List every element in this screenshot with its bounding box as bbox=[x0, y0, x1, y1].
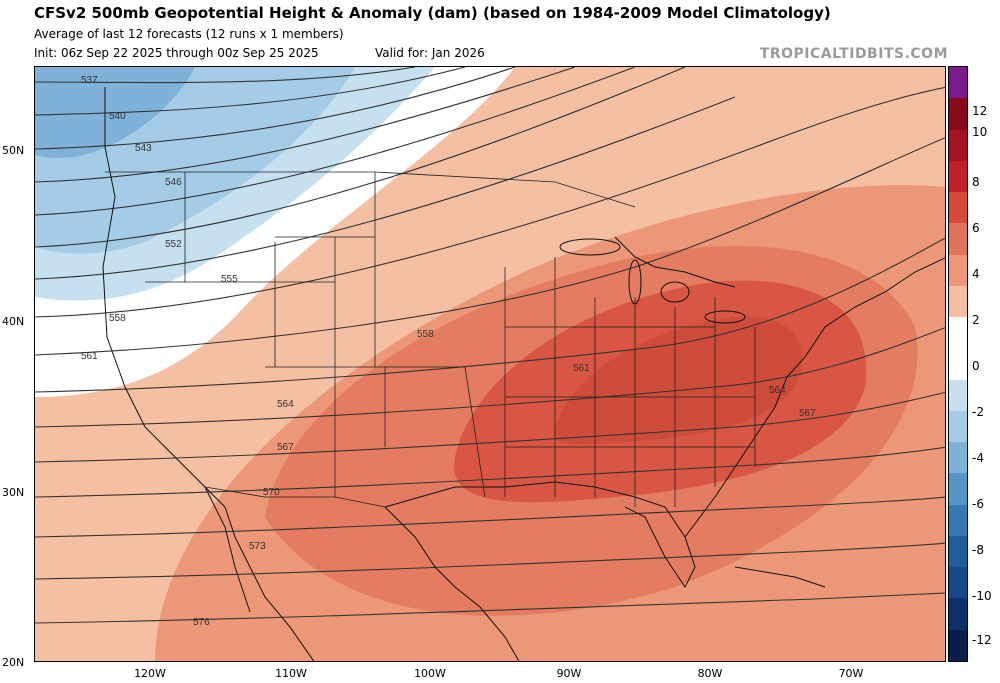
colorbar-segment bbox=[949, 598, 967, 630]
colorbar-label-neg10: -10 bbox=[972, 589, 992, 603]
contour-label-540: 540 bbox=[109, 111, 126, 122]
colorbar-segment bbox=[949, 473, 967, 505]
us-canada-border bbox=[105, 171, 636, 208]
interior-state-lines bbox=[145, 172, 756, 507]
us-mexico-border bbox=[204, 486, 386, 508]
colorbar-label-10: 10 bbox=[972, 125, 988, 139]
colorbar-segment bbox=[949, 254, 967, 286]
colorbar-segment bbox=[949, 98, 967, 130]
colorbar-segment bbox=[949, 410, 967, 442]
colorbar-segment bbox=[949, 535, 967, 567]
contour-label-567: 567 bbox=[277, 442, 294, 453]
colorbar-label-2: 2 bbox=[972, 313, 980, 327]
colorbar-label-4: 4 bbox=[972, 267, 980, 281]
baja-california bbox=[204, 486, 251, 613]
colorbar-segment bbox=[949, 442, 967, 474]
brand-watermark: TROPICALTIDBITS.COM bbox=[759, 46, 948, 62]
cuba bbox=[734, 566, 826, 588]
mexico-gulf-coast bbox=[384, 506, 520, 661]
lon-label-120w: 120W bbox=[134, 667, 166, 680]
contour-label-573: 573 bbox=[249, 541, 266, 552]
map-canvas: 537 540 543 546 552 555 558 561 564 567 … bbox=[35, 67, 945, 661]
colorbar-label-neg2: -2 bbox=[972, 405, 984, 419]
lon-label-70w: 70W bbox=[838, 667, 864, 680]
map-subtitle: Average of last 12 forecasts (12 runs x … bbox=[34, 27, 344, 41]
colorbar-segment bbox=[949, 192, 967, 224]
lake-superior bbox=[559, 238, 621, 256]
contour-561 bbox=[35, 137, 945, 356]
contour-label-552: 552 bbox=[165, 239, 182, 250]
contour-label-570: 570 bbox=[263, 487, 280, 498]
contour-label-558: 558 bbox=[109, 313, 126, 324]
state-borders bbox=[105, 171, 756, 508]
contour-label-564-east: 564 bbox=[769, 385, 786, 396]
colorbar bbox=[948, 66, 968, 662]
colorbar-segment bbox=[949, 504, 967, 536]
lake-huron bbox=[660, 281, 690, 303]
contour-label-564: 564 bbox=[277, 399, 294, 410]
contour-570 bbox=[35, 446, 945, 498]
colorbar-label-6: 6 bbox=[972, 221, 980, 235]
colorbar-segment bbox=[949, 160, 967, 192]
colorbar-segment bbox=[949, 67, 967, 99]
contour-label-543: 543 bbox=[135, 143, 152, 154]
contour-546 bbox=[35, 67, 576, 183]
lat-label-40n: 40N bbox=[2, 315, 25, 328]
contour-552 bbox=[35, 67, 686, 248]
colorbar-segment bbox=[949, 317, 967, 349]
contour-564 bbox=[35, 237, 945, 393]
lon-label-100w: 100W bbox=[414, 667, 446, 680]
colorbar-label-neg4: -4 bbox=[972, 451, 984, 465]
init-time: Init: 06z Sep 22 2025 through 00z Sep 25… bbox=[34, 46, 319, 60]
map-panel: 537 540 543 546 552 555 558 561 564 567 … bbox=[34, 66, 946, 662]
great-lakes-shore bbox=[614, 236, 736, 288]
lat-label-30n: 30N bbox=[2, 486, 25, 499]
colorbar-segment bbox=[949, 629, 967, 661]
colorbar-label-0: 0 bbox=[972, 359, 980, 373]
header: CFSv2 500mb Geopotential Height & Anomal… bbox=[0, 0, 1000, 66]
contour-label-561: 561 bbox=[81, 351, 98, 362]
contour-label-567-east: 567 bbox=[799, 408, 816, 419]
contour-label-561-east: 561 bbox=[573, 363, 590, 374]
lon-label-110w: 110W bbox=[275, 667, 307, 680]
contour-label-555: 555 bbox=[221, 274, 238, 285]
colorbar-label-neg8: -8 bbox=[972, 543, 984, 557]
colorbar-segment bbox=[949, 379, 967, 411]
lat-label-50n: 50N bbox=[2, 144, 25, 157]
contour-570a bbox=[35, 391, 945, 463]
contour-labels: 537 540 543 546 552 555 558 561 564 567 … bbox=[81, 75, 816, 628]
anomaly-field-max bbox=[553, 316, 803, 444]
colorbar-segment bbox=[949, 129, 967, 161]
contour-537 bbox=[35, 67, 416, 84]
colorbar-label-8: 8 bbox=[972, 175, 980, 189]
east-coast bbox=[684, 257, 945, 538]
contour-label-537: 537 bbox=[81, 75, 98, 86]
map-title: CFSv2 500mb Geopotential Height & Anomal… bbox=[34, 4, 831, 22]
colorbar-segment bbox=[949, 285, 967, 317]
colorbar-segment bbox=[949, 223, 967, 255]
lake-erie bbox=[704, 310, 746, 324]
height-contours bbox=[35, 67, 945, 624]
us-west-coast bbox=[102, 87, 315, 661]
contour-567 bbox=[35, 327, 945, 428]
lat-label-20n: 20N bbox=[2, 656, 25, 669]
colorbar-segment bbox=[949, 348, 967, 380]
contour-573 bbox=[35, 496, 945, 538]
contour-label-576: 576 bbox=[193, 617, 210, 628]
colorbar-label-neg6: -6 bbox=[972, 497, 984, 511]
contour-576a bbox=[35, 542, 945, 580]
contour-576 bbox=[35, 592, 945, 624]
contour-555 bbox=[35, 96, 736, 280]
colorbar-label-neg12: -12 bbox=[972, 633, 992, 647]
contour-543 bbox=[35, 67, 516, 150]
lon-label-80w: 80W bbox=[697, 667, 723, 680]
valid-time: Valid for: Jan 2026 bbox=[375, 46, 485, 60]
contour-label-546: 546 bbox=[165, 177, 182, 188]
contour-540 bbox=[35, 67, 466, 116]
lon-label-90w: 90W bbox=[556, 667, 582, 680]
colorbar-segment bbox=[949, 567, 967, 599]
contour-label-558-east: 558 bbox=[417, 329, 434, 340]
contour-558 bbox=[35, 86, 945, 318]
colorbar-label-12: 12 bbox=[972, 104, 988, 118]
